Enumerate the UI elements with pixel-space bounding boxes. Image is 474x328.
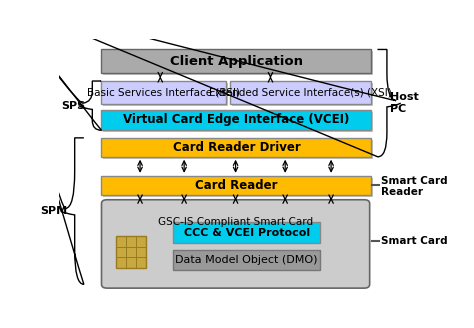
FancyBboxPatch shape bbox=[103, 140, 374, 159]
Text: SPM: SPM bbox=[40, 206, 67, 216]
FancyBboxPatch shape bbox=[173, 250, 320, 271]
FancyBboxPatch shape bbox=[116, 236, 146, 268]
FancyBboxPatch shape bbox=[101, 81, 227, 104]
FancyBboxPatch shape bbox=[103, 83, 228, 106]
Text: Extended Service Interface(s) (XSI): Extended Service Interface(s) (XSI) bbox=[210, 87, 392, 97]
FancyBboxPatch shape bbox=[101, 200, 370, 288]
FancyBboxPatch shape bbox=[101, 110, 372, 130]
FancyBboxPatch shape bbox=[175, 252, 322, 273]
Text: Client Application: Client Application bbox=[170, 55, 303, 68]
FancyBboxPatch shape bbox=[101, 138, 372, 157]
Text: Virtual Card Edge Interface (VCEI): Virtual Card Edge Interface (VCEI) bbox=[123, 113, 350, 126]
FancyBboxPatch shape bbox=[103, 51, 374, 75]
Text: SPS: SPS bbox=[62, 101, 86, 111]
FancyBboxPatch shape bbox=[103, 178, 374, 197]
FancyBboxPatch shape bbox=[175, 224, 322, 245]
FancyBboxPatch shape bbox=[232, 83, 374, 106]
Text: GSC-IS Compliant Smart Card: GSC-IS Compliant Smart Card bbox=[158, 217, 313, 227]
Text: CCC & VCEI Protocol: CCC & VCEI Protocol bbox=[183, 228, 310, 237]
FancyBboxPatch shape bbox=[101, 50, 372, 73]
Text: Data Model Object (DMO): Data Model Object (DMO) bbox=[175, 256, 318, 265]
FancyBboxPatch shape bbox=[230, 81, 372, 104]
Text: Card Reader: Card Reader bbox=[195, 179, 278, 192]
FancyBboxPatch shape bbox=[103, 112, 374, 132]
FancyBboxPatch shape bbox=[101, 176, 372, 195]
Text: Smart Card
Reader: Smart Card Reader bbox=[381, 175, 447, 197]
Text: Basic Services Interface (BSI): Basic Services Interface (BSI) bbox=[87, 87, 240, 97]
Text: Smart Card: Smart Card bbox=[381, 236, 447, 246]
Text: Host
PC: Host PC bbox=[390, 92, 419, 114]
Text: Card Reader Driver: Card Reader Driver bbox=[173, 141, 301, 154]
FancyBboxPatch shape bbox=[173, 222, 320, 243]
